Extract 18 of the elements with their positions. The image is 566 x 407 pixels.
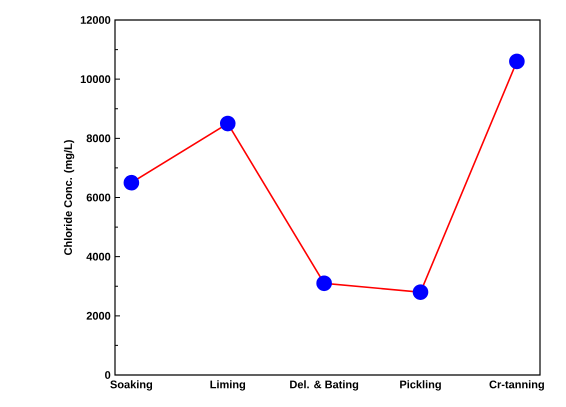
point	[316, 275, 332, 292]
y-tick-label: 10000	[80, 75, 110, 84]
x-tick-label: Pickling	[400, 380, 441, 391]
point	[412, 284, 428, 300]
point	[124, 174, 140, 191]
x-tick-label: Cr-tanning	[490, 380, 544, 391]
y-tick-label: 12000	[80, 16, 110, 24]
y-axis-title: Chloride Conc. (mg/L)	[64, 140, 74, 255]
point	[509, 54, 525, 70]
y-tick-label: 8000	[86, 134, 110, 142]
point	[220, 116, 236, 132]
y-tick-label: 4000	[86, 252, 110, 261]
x-tick-label: Del. & Bating	[290, 380, 358, 391]
y-tick-label: 0	[105, 371, 110, 379]
x-tick-label: Soaking	[110, 380, 152, 391]
y-tick-label: 2000	[86, 312, 110, 320]
x-tick-label: Liming	[210, 380, 246, 391]
y-tick-label: 6000	[86, 194, 110, 202]
